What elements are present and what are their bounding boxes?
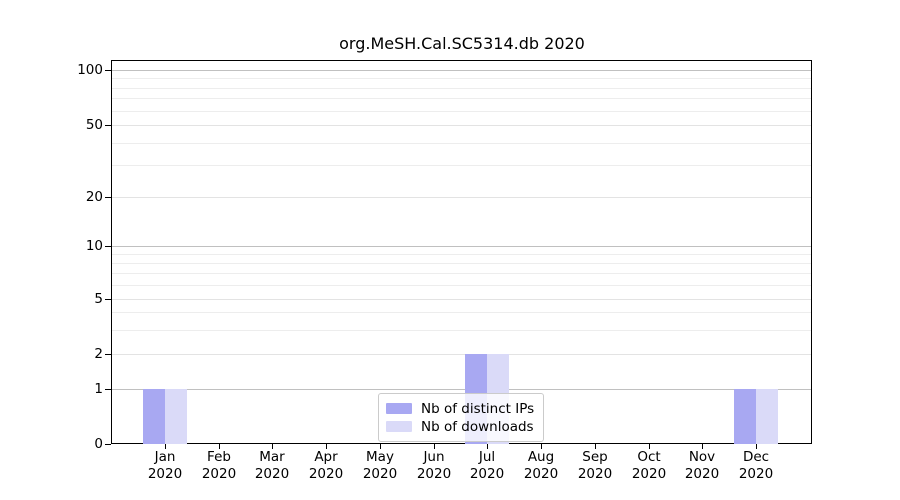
x-tick-year: 2020: [523, 466, 559, 482]
x-tick-year: 2020: [362, 466, 398, 482]
gridline-y-8: [112, 263, 811, 264]
gridline-y-4: [112, 312, 811, 313]
x-tick-year: 2020: [469, 466, 505, 482]
x-tick-month: Sep: [582, 449, 608, 465]
y-tick-label-50: 50: [85, 117, 103, 133]
legend: Nb of distinct IPs Nb of downloads: [378, 393, 545, 442]
gridline-y-80: [112, 88, 811, 89]
x-tick-month: Jun: [423, 449, 445, 465]
x-tick-month: Aug: [527, 449, 555, 465]
x-tick-month: Feb: [207, 449, 231, 465]
plot-area: [111, 60, 812, 444]
y-tick-label-2: 2: [94, 346, 103, 362]
gridline-y-60: [112, 111, 811, 112]
gridline-y-100: [112, 70, 811, 71]
gridline-y-20: [112, 197, 811, 198]
x-tick-Oct: [649, 444, 650, 449]
bar-Jan-distinct-ips: [143, 389, 165, 444]
y-tick-label-100: 100: [77, 62, 103, 78]
y-tick-100: [105, 70, 111, 71]
y-tick-label-20: 20: [85, 189, 103, 205]
y-tick-label-5: 5: [94, 291, 103, 307]
x-tick-Apr: [326, 444, 327, 449]
gridline-y-1: [112, 389, 811, 390]
x-tick-year: 2020: [631, 466, 667, 482]
legend-swatch-icon: [386, 421, 412, 432]
x-tick-year: 2020: [147, 466, 183, 482]
legend-item-1: Nb of downloads: [386, 418, 534, 435]
legend-swatch-icon: [386, 403, 412, 414]
y-tick-label-1: 1: [94, 381, 103, 397]
x-tick-Jul: [487, 444, 488, 449]
x-tick-Sep: [595, 444, 596, 449]
y-tick-label-10: 10: [85, 238, 103, 254]
y-tick-10: [105, 246, 111, 247]
gridline-y-70: [112, 98, 811, 99]
y-tick-2: [105, 354, 111, 355]
x-tick-month: Dec: [742, 449, 770, 465]
y-tick-1: [105, 389, 111, 390]
x-tick-year: 2020: [416, 466, 452, 482]
x-tick-year: 2020: [577, 466, 613, 482]
x-tick-label-Nov: Nov 2020: [670, 449, 734, 483]
gridline-y-5: [112, 299, 811, 300]
gridline-y-40: [112, 143, 811, 144]
y-tick-0: [105, 444, 111, 445]
x-tick-label-Jul: Jul 2020: [455, 449, 519, 483]
x-tick-month: Jan: [154, 449, 176, 465]
x-tick-label-Sep: Sep 2020: [563, 449, 627, 483]
gridline-y-10: [112, 246, 811, 247]
gridline-y-50: [112, 125, 811, 126]
bar-Dec-downloads: [756, 389, 778, 444]
x-tick-label-Dec: Dec 2020: [724, 449, 788, 483]
x-tick-Nov: [702, 444, 703, 449]
gridline-y-90: [112, 78, 811, 79]
x-tick-Jan: [165, 444, 166, 449]
bar-Dec-distinct-ips: [734, 389, 756, 444]
x-tick-May: [380, 444, 381, 449]
x-tick-label-Jun: Jun 2020: [402, 449, 466, 483]
x-tick-month: Oct: [637, 449, 661, 465]
x-tick-label-Oct: Oct 2020: [617, 449, 681, 483]
gridline-y-6: [112, 285, 811, 286]
x-tick-label-Mar: Mar 2020: [240, 449, 304, 483]
gridline-y-7: [112, 273, 811, 274]
gridline-y-2: [112, 354, 811, 355]
bar-Jan-downloads: [165, 389, 187, 444]
x-tick-year: 2020: [684, 466, 720, 482]
y-tick-5: [105, 299, 111, 300]
x-tick-year: 2020: [738, 466, 774, 482]
x-tick-label-May: May 2020: [348, 449, 412, 483]
x-tick-label-Aug: Aug 2020: [509, 449, 573, 483]
x-tick-year: 2020: [254, 466, 290, 482]
legend-item-0: Nb of distinct IPs: [386, 400, 534, 417]
x-tick-Jun: [434, 444, 435, 449]
x-tick-label-Feb: Feb 2020: [187, 449, 251, 483]
x-tick-month: Mar: [259, 449, 285, 465]
x-tick-year: 2020: [308, 466, 344, 482]
legend-label: Nb of distinct IPs: [421, 400, 535, 417]
x-tick-month: Jul: [478, 449, 496, 465]
x-tick-label-Apr: Apr 2020: [294, 449, 358, 483]
legend-label: Nb of downloads: [421, 418, 534, 435]
y-tick-label-0: 0: [94, 436, 103, 452]
y-tick-50: [105, 125, 111, 126]
x-tick-Feb: [219, 444, 220, 449]
x-tick-year: 2020: [201, 466, 237, 482]
x-tick-Aug: [541, 444, 542, 449]
gridline-y-3: [112, 330, 811, 331]
x-tick-month: May: [366, 449, 394, 465]
x-tick-Mar: [272, 444, 273, 449]
x-tick-label-Jan: Jan 2020: [133, 449, 197, 483]
gridline-y-30: [112, 165, 811, 166]
x-tick-Dec: [756, 444, 757, 449]
chart-title: org.MeSH.Cal.SC5314.db 2020: [339, 34, 585, 53]
x-tick-month: Nov: [688, 449, 716, 465]
y-tick-20: [105, 197, 111, 198]
gridline-y-9: [112, 254, 811, 255]
x-tick-month: Apr: [314, 449, 338, 465]
